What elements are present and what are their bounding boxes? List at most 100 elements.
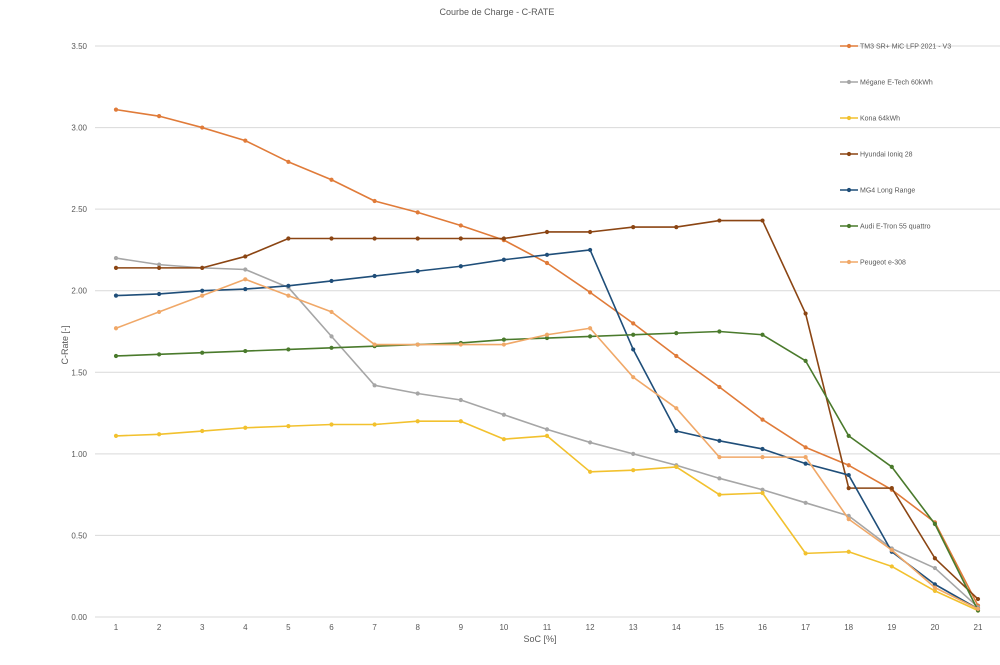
data-point bbox=[717, 384, 722, 390]
data-point bbox=[157, 309, 162, 315]
data-point bbox=[243, 286, 248, 292]
data-point bbox=[372, 342, 377, 347]
x-tick-label: 2 bbox=[157, 623, 162, 632]
data-point bbox=[889, 486, 894, 491]
data-point bbox=[760, 332, 765, 337]
data-point bbox=[717, 492, 722, 497]
data-point bbox=[501, 412, 506, 417]
data-point bbox=[329, 334, 334, 339]
x-tick-label: 4 bbox=[243, 623, 248, 632]
data-point bbox=[200, 293, 205, 298]
data-point bbox=[544, 332, 550, 337]
legend-swatch-marker bbox=[846, 259, 852, 265]
data-point bbox=[631, 375, 636, 380]
data-point bbox=[113, 353, 119, 359]
series-1 bbox=[113, 107, 981, 608]
data-point bbox=[200, 288, 205, 293]
data-point bbox=[588, 469, 593, 474]
data-point bbox=[975, 606, 981, 611]
data-point bbox=[372, 383, 377, 388]
data-point bbox=[286, 347, 291, 352]
data-point bbox=[588, 334, 593, 339]
x-tick-label: 7 bbox=[372, 623, 377, 632]
data-point bbox=[157, 291, 162, 297]
x-tick-label: 3 bbox=[200, 623, 205, 632]
legend-item: TM3 SR+ MiC LFP 2021 - V3 bbox=[840, 44, 951, 51]
data-point bbox=[803, 455, 808, 460]
data-point bbox=[243, 277, 248, 282]
legend-swatch-marker bbox=[846, 115, 852, 121]
data-point bbox=[329, 422, 334, 427]
y-tick-label: 3.00 bbox=[71, 124, 87, 133]
y-tick-label: 2.50 bbox=[71, 205, 87, 214]
data-point bbox=[674, 224, 679, 230]
data-point bbox=[803, 311, 808, 316]
y-axis-ticks: 0.00 0.50 1.00 1.50 2.00 2.50 3.00 3.50 bbox=[71, 42, 87, 622]
data-point bbox=[631, 224, 636, 230]
series-line bbox=[115, 257, 979, 608]
data-point bbox=[717, 476, 722, 481]
legend: TM3 SR+ MiC LFP 2021 - V3 Mégane E-Tech 6… bbox=[840, 44, 951, 267]
x-tick-label: 19 bbox=[887, 623, 896, 632]
data-point bbox=[157, 114, 162, 119]
data-point bbox=[286, 424, 291, 429]
data-point bbox=[674, 428, 679, 434]
data-point bbox=[717, 329, 722, 334]
data-point bbox=[760, 487, 765, 492]
data-point bbox=[717, 438, 722, 443]
x-tick-label: 6 bbox=[329, 623, 334, 632]
series-line bbox=[115, 278, 979, 610]
data-point bbox=[544, 335, 550, 341]
data-point bbox=[631, 468, 636, 473]
y-tick-label: 2.00 bbox=[71, 287, 87, 296]
x-axis-ticks: 1 2 3 4 5 6 7 8 9 10 11 12 13 14 15 16 17 18 19 20 21 bbox=[114, 623, 983, 632]
y-tick-label: 0.00 bbox=[71, 613, 87, 622]
x-tick-label: 16 bbox=[758, 623, 767, 632]
legend-item: Peugeot e-308 bbox=[840, 260, 906, 267]
data-point bbox=[588, 229, 593, 235]
data-point bbox=[846, 472, 851, 478]
data-point bbox=[243, 138, 248, 143]
data-point bbox=[458, 342, 463, 347]
chart-title: Courbe de Charge - C-RATE bbox=[440, 7, 555, 17]
data-point bbox=[372, 198, 377, 204]
data-point bbox=[458, 397, 463, 403]
legend-swatch-marker bbox=[846, 187, 852, 193]
data-point bbox=[243, 254, 248, 259]
legend-swatch-marker bbox=[846, 79, 852, 85]
data-point bbox=[458, 223, 463, 228]
data-point bbox=[458, 419, 463, 424]
series-line bbox=[115, 330, 979, 611]
data-point bbox=[501, 337, 506, 342]
data-point bbox=[113, 107, 119, 112]
data-point bbox=[113, 255, 119, 261]
data-point bbox=[631, 321, 636, 326]
data-point bbox=[846, 549, 851, 554]
series-5 bbox=[113, 247, 981, 611]
data-point bbox=[113, 293, 119, 298]
data-point bbox=[631, 332, 636, 337]
legend-item: Mégane E-Tech 60kWh bbox=[840, 80, 933, 87]
data-point bbox=[372, 422, 377, 427]
data-point bbox=[932, 582, 938, 587]
y-tick-label: 1.00 bbox=[71, 450, 87, 459]
data-point bbox=[889, 464, 894, 470]
data-point bbox=[631, 451, 636, 456]
data-point bbox=[803, 358, 808, 363]
legend-swatch-marker bbox=[846, 43, 852, 49]
data-point bbox=[329, 309, 334, 315]
data-point bbox=[157, 352, 162, 357]
data-point bbox=[415, 269, 420, 274]
data-point bbox=[200, 350, 205, 355]
y-axis-title: C-Rate [-] bbox=[60, 325, 70, 364]
data-point bbox=[932, 585, 938, 590]
data-point bbox=[760, 455, 765, 460]
series-layer bbox=[113, 107, 981, 613]
x-tick-label: 21 bbox=[974, 623, 983, 632]
x-tick-label: 10 bbox=[499, 623, 508, 632]
legend-item: MG4 Long Range bbox=[840, 188, 915, 195]
data-point bbox=[544, 252, 550, 257]
data-point bbox=[588, 247, 593, 253]
data-point bbox=[674, 464, 679, 470]
